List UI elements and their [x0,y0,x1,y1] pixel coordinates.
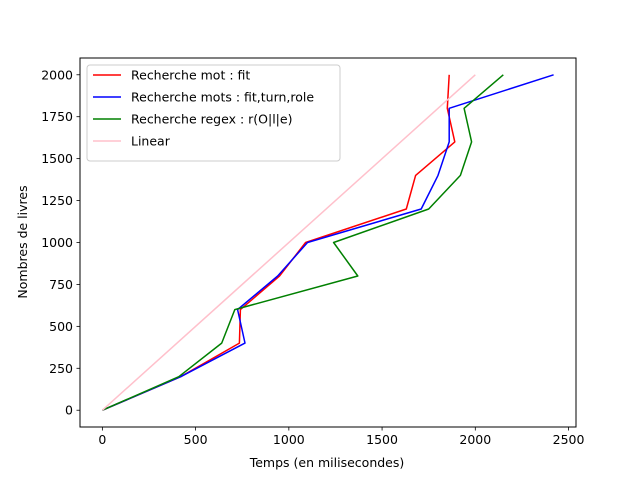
y-tick-label: 750 [49,277,73,292]
legend: Recherche mot : fit Recherche mots : fit,… [86,64,341,162]
series-line-3 [101,74,476,411]
y-tick-label: 1250 [41,193,73,208]
legend-entry-2: Recherche regex : r(O|l|e) [131,112,292,127]
y-tick-label: 2000 [41,67,73,82]
series-layer [101,74,554,411]
x-tick-label: 500 [184,432,208,447]
x-axis-ticks: 0 500 1000 1500 2000 2500 [98,427,584,447]
y-tick-label: 250 [49,361,73,376]
y-axis-ticks: 0 250 500 750 1000 1250 1500 1750 2000 [41,67,80,418]
legend-entry-1: Recherche mots : fit,turn,role [131,90,314,105]
x-tick-label: 0 [98,432,106,447]
y-tick-label: 1750 [41,109,73,124]
x-tick-label: 2500 [553,432,585,447]
y-tick-label: 500 [49,319,73,334]
x-tick-label: 1000 [273,432,305,447]
y-tick-label: 1000 [41,235,73,250]
y-tick-label: 1500 [41,151,73,166]
series-line-1 [102,74,554,411]
y-axis-label: Nombres de livres [15,185,30,298]
x-tick-label: 2000 [459,432,491,447]
legend-box [86,64,341,162]
legend-entry-0: Recherche mot : fit [131,68,250,83]
legend-entry-3: Linear [131,134,171,149]
x-axis-label: Temps (en milisecondes) [249,455,405,470]
series-line-0 [102,74,456,411]
series-line-2 [102,74,504,411]
x-tick-label: 1500 [366,432,398,447]
y-tick-label: 0 [65,403,73,418]
